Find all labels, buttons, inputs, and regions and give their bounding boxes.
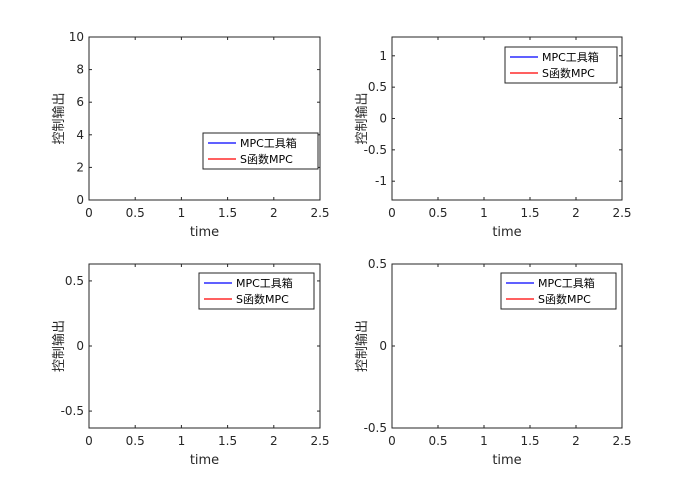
legend-label: S函数MPC xyxy=(240,153,293,166)
y-tick-label: 4 xyxy=(76,128,84,142)
x-tick-label: 0 xyxy=(85,206,93,220)
x-tick-label: 0.5 xyxy=(428,434,447,448)
x-tick-label: 1.5 xyxy=(218,206,237,220)
x-tick-label: 2 xyxy=(270,206,278,220)
x-tick-label: 0.5 xyxy=(428,206,447,220)
legend-box xyxy=(198,272,315,310)
x-axis-label: time xyxy=(190,225,219,240)
legend: MPC工具箱 S函数MPC xyxy=(202,132,319,170)
x-tick-label: 1 xyxy=(178,206,186,220)
y-axis-label: 控制输出 xyxy=(354,320,370,372)
legend: MPC工具箱 S函数MPC xyxy=(198,272,315,310)
x-tick-label: 2.5 xyxy=(310,206,329,220)
axes-frame xyxy=(88,36,321,201)
x-tick-label: 0.5 xyxy=(126,206,145,220)
y-tick-label: 10 xyxy=(69,30,84,44)
x-axis-label: time xyxy=(492,225,521,240)
x-tick-label: 1.5 xyxy=(520,434,539,448)
x-tick-label: 0.5 xyxy=(126,434,145,448)
x-tick-label: 0 xyxy=(388,434,396,448)
x-tick-label: 2 xyxy=(572,434,580,448)
legend-label: MPC工具箱 xyxy=(236,276,293,290)
x-tick-label: 2 xyxy=(572,206,580,220)
y-tick-label: 1 xyxy=(379,49,387,63)
y-tick-label: -0.5 xyxy=(364,143,387,157)
y-tick-label: -1 xyxy=(375,174,387,188)
legend-label: MPC工具箱 xyxy=(240,136,297,150)
chart-panel-1: 0 0.5 1 1.5 2 2.5 0 2 4 6 8 10 time 控制输出 MPC工具箱 S函数MPC xyxy=(51,30,330,240)
legend-label: MPC工具箱 xyxy=(542,50,599,64)
y-tick-label: 0.5 xyxy=(65,274,84,288)
x-tick-label: 1.5 xyxy=(520,206,539,220)
legend: MPC工具箱 S函数MPC xyxy=(500,272,617,310)
y-axis-label: 控制输出 xyxy=(51,320,67,372)
y-tick-label: -0.5 xyxy=(61,404,84,418)
y-axis-label: 控制输出 xyxy=(354,92,370,144)
x-axis-label: time xyxy=(492,453,521,468)
x-axis-label: time xyxy=(190,453,219,468)
y-tick-label: 6 xyxy=(76,95,84,109)
legend-label: S函数MPC xyxy=(538,293,591,306)
x-tick-label: 2.5 xyxy=(310,434,329,448)
x-tick-label: 1.5 xyxy=(218,434,237,448)
legend-box xyxy=(202,132,319,170)
y-tick-label: 0.5 xyxy=(368,80,387,94)
x-tick-label: 0 xyxy=(85,434,93,448)
legend-label: MPC工具箱 xyxy=(538,276,595,290)
y-tick-label: 0 xyxy=(76,193,84,207)
x-tick-label: 2.5 xyxy=(612,206,631,220)
chart-panel-3: 0 0.5 1 1.5 2 2.5 -0.5 0 0.5 time 控制输出 MPC工具箱 S函数MPC xyxy=(51,263,330,468)
x-tick-label: 1 xyxy=(178,434,186,448)
y-tick-label: 0 xyxy=(76,339,84,353)
legend: MPC工具箱 S函数MPC xyxy=(504,46,618,84)
x-tick-label: 1 xyxy=(480,206,488,220)
legend-box xyxy=(500,272,617,310)
y-tick-label: -0.5 xyxy=(364,421,387,435)
x-tick-label: 2 xyxy=(270,434,278,448)
y-tick-label: 8 xyxy=(76,63,84,77)
y-tick-label: 0 xyxy=(379,339,387,353)
y-tick-label: 0.5 xyxy=(368,257,387,271)
x-tick-label: 0 xyxy=(388,206,396,220)
x-tick-label: 2.5 xyxy=(612,434,631,448)
y-tick-label: 0 xyxy=(379,112,387,126)
legend-label: S函数MPC xyxy=(542,67,595,80)
y-axis-label: 控制输出 xyxy=(51,92,67,144)
chart-panel-2: 0 0.5 1 1.5 2 2.5 -1 -0.5 0 0.5 1 time 控制输出 MPC工具箱 S函数… xyxy=(354,36,632,240)
y-tick-label: 2 xyxy=(76,160,84,174)
legend-label: S函数MPC xyxy=(236,293,289,306)
legend-box xyxy=(504,46,618,84)
x-tick-label: 1 xyxy=(480,434,488,448)
